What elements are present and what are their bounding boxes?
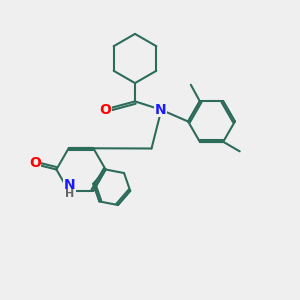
Text: H: H: [65, 189, 74, 200]
Text: O: O: [29, 156, 41, 170]
Text: O: O: [99, 103, 111, 116]
Text: N: N: [64, 178, 75, 192]
Text: N: N: [155, 103, 166, 116]
